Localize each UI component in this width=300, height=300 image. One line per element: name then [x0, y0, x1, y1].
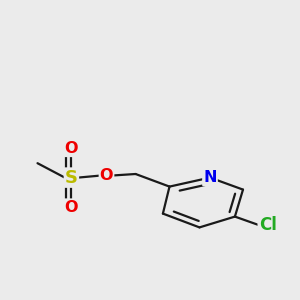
Text: O: O — [65, 141, 78, 156]
Text: O: O — [100, 168, 113, 183]
Text: S: S — [65, 169, 78, 187]
Text: N: N — [203, 170, 217, 185]
Text: Cl: Cl — [259, 216, 277, 234]
Text: O: O — [65, 200, 78, 214]
